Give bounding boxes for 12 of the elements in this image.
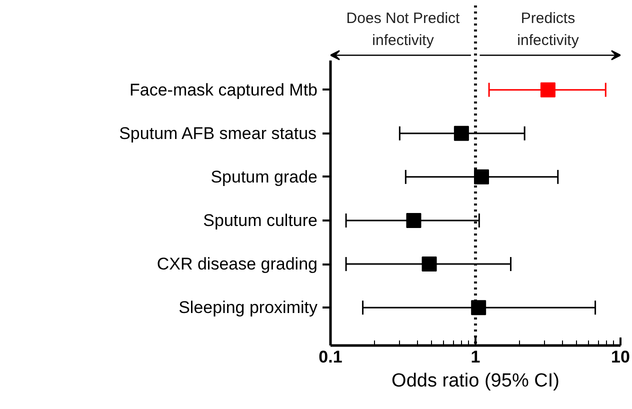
y-tick-label: Sleeping proximity	[178, 298, 318, 318]
y-tick-label: Sputum grade	[210, 167, 318, 186]
x-axis-title: Odds ratio (95% CI)	[392, 370, 560, 392]
y-tick-label: CXR disease grading	[156, 254, 318, 274]
text: Does Not Predict infectivity	[346, 10, 461, 49]
y-tick-label: Face-mask captured Mtb	[129, 80, 318, 100]
y-tick-label: Sputum AFB smear status	[119, 124, 317, 143]
y-tick-label: Sputum culture	[203, 210, 318, 230]
x-tick-label: 1	[470, 348, 480, 366]
x-tick-label: 0.1	[318, 348, 342, 366]
text: Predicts infectivity	[517, 10, 580, 49]
x-tick-label: 10	[611, 348, 630, 366]
